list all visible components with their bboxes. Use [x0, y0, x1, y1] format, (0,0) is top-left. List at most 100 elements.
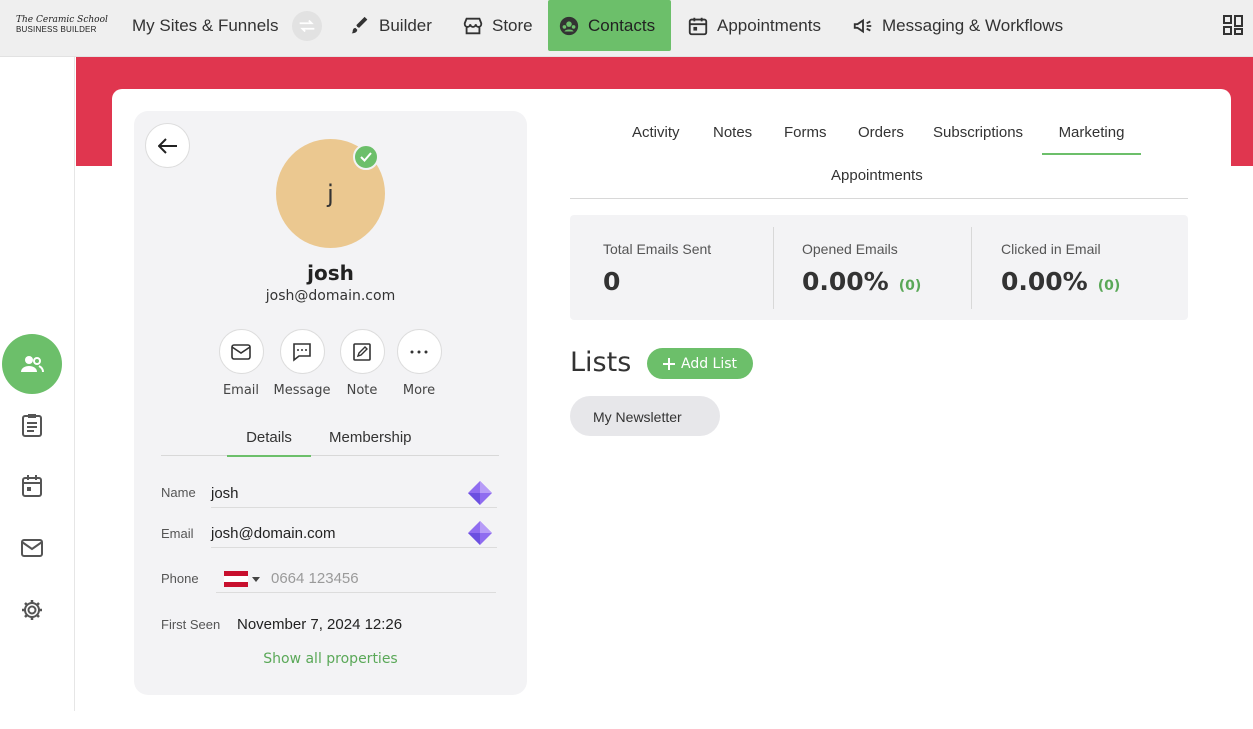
email-field[interactable]: josh@domain.com: [211, 518, 497, 548]
sidebar-item-email[interactable]: [17, 533, 47, 563]
nav-appointments[interactable]: Appointments: [677, 0, 831, 51]
note-icon: [339, 329, 385, 374]
email-field-label: Email: [161, 526, 194, 541]
action-label: Note: [346, 383, 378, 398]
details-tabs: Details Membership: [161, 419, 499, 457]
email-stats-panel: Total Emails Sent 0 Opened Emails 0.00% (…: [570, 215, 1188, 320]
email-field-value: josh@domain.com: [211, 525, 336, 542]
nav-label: My Sites & Funnels: [132, 15, 279, 35]
tab-notes[interactable]: Notes: [713, 124, 753, 141]
stat-value: 0.00%: [1001, 267, 1088, 296]
left-sidebar: [0, 57, 75, 711]
brush-icon: [351, 16, 368, 33]
stat-count: (0): [898, 278, 922, 294]
sidebar-item-forms[interactable]: [17, 410, 47, 440]
note-action-button[interactable]: Note: [332, 329, 392, 398]
stat-label: Clicked in Email: [1001, 241, 1101, 257]
nav-label: Messaging & Workflows: [882, 15, 1064, 35]
apps-grid-icon[interactable]: [1223, 15, 1243, 35]
tab-activity[interactable]: Activity: [632, 124, 680, 141]
mail-icon: [218, 329, 264, 374]
stat-label: Total Emails Sent: [603, 241, 712, 257]
top-navigation-bar: The Ceramic School BUSINESS BUILDER My S…: [0, 0, 1253, 57]
stat-value: 0.00%: [802, 267, 889, 296]
brand-logo-line2: BUSINESS BUILDER: [16, 25, 97, 34]
action-label: Message: [273, 383, 331, 398]
message-action-button[interactable]: Message: [272, 329, 332, 398]
contact-name: josh: [307, 261, 354, 285]
more-action-button[interactable]: More: [389, 329, 449, 398]
chevron-down-icon[interactable]: [252, 577, 260, 582]
phone-placeholder: 0664 123456: [271, 570, 359, 587]
first-seen-value: November 7, 2024 12:26: [237, 616, 403, 633]
nav-contacts[interactable]: Contacts: [548, 0, 671, 51]
austria-flag-icon[interactable]: [224, 571, 248, 587]
first-seen-label: First Seen: [161, 617, 221, 632]
list-chip[interactable]: My Newsletter: [570, 396, 720, 436]
add-list-button[interactable]: Add List: [647, 348, 753, 379]
tab-subscriptions[interactable]: Subscriptions: [933, 124, 1024, 141]
stat-opened-emails: Opened Emails 0.00% (0): [802, 241, 921, 296]
action-label: Email: [222, 383, 260, 398]
tab-details[interactable]: Details: [227, 429, 311, 457]
plus-icon: [662, 357, 675, 370]
contacts-icon: [559, 16, 579, 35]
sidebar-item-settings[interactable]: [17, 595, 47, 625]
nav-label: Appointments: [717, 15, 821, 35]
nav-messaging-workflows[interactable]: Messaging & Workflows: [842, 0, 1073, 51]
phone-field[interactable]: [216, 563, 496, 593]
users-icon: [21, 356, 44, 373]
action-label: More: [402, 383, 436, 398]
sidebar-item-contacts[interactable]: [2, 334, 62, 394]
swap-icon[interactable]: [292, 10, 323, 41]
nav-builder[interactable]: Builder: [339, 0, 442, 51]
brand-logo-line1: The Ceramic School: [16, 15, 108, 25]
mail-icon: [21, 539, 43, 557]
stat-value: 0: [603, 267, 621, 296]
phone-field-label: Phone: [161, 571, 199, 586]
contact-profile-panel: j josh josh@domain.com Email Message Not…: [134, 111, 527, 695]
contact-tabs: Activity Notes Forms Orders Subscription…: [570, 111, 1188, 199]
show-all-properties-link[interactable]: Show all properties: [263, 651, 398, 667]
gear-icon: [22, 600, 42, 620]
ai-gem-icon[interactable]: [467, 480, 493, 506]
sidebar-item-calendar[interactable]: [17, 471, 47, 501]
tab-forms[interactable]: Forms: [784, 124, 827, 141]
name-field-label: Name: [161, 485, 196, 500]
back-button[interactable]: [145, 123, 190, 168]
more-icon: [396, 329, 442, 374]
nav-store[interactable]: Store: [452, 0, 543, 51]
check-icon: [360, 152, 372, 162]
tab-appointments[interactable]: Appointments: [831, 167, 923, 184]
store-icon: [463, 17, 483, 34]
calendar-icon: [688, 17, 708, 35]
lists-heading: Lists: [570, 347, 632, 378]
megaphone-icon: [853, 18, 872, 33]
add-list-label: Add List: [680, 355, 738, 372]
stat-count: (0): [1097, 278, 1121, 294]
divider: [773, 227, 774, 309]
nav-label: Contacts: [588, 15, 656, 35]
arrow-left-icon: [157, 137, 177, 154]
tab-membership[interactable]: Membership: [329, 429, 412, 446]
stat-label: Opened Emails: [802, 241, 898, 257]
stat-total-emails-sent: Total Emails Sent 0: [603, 241, 711, 296]
tab-orders[interactable]: Orders: [858, 124, 904, 141]
tab-marketing[interactable]: Marketing: [1042, 124, 1141, 155]
chat-icon: [279, 329, 325, 374]
clipboard-icon: [22, 414, 42, 437]
nav-my-sites-funnels[interactable]: My Sites & Funnels: [122, 0, 332, 51]
nav-label: Builder: [379, 15, 432, 35]
divider: [971, 227, 972, 309]
nav-label: Store: [492, 15, 533, 35]
stat-clicked-in-email: Clicked in Email 0.00% (0): [1001, 241, 1120, 296]
email-action-button[interactable]: Email: [211, 329, 271, 398]
verified-badge: [353, 144, 379, 170]
brand-logo[interactable]: The Ceramic School BUSINESS BUILDER: [16, 15, 108, 35]
contact-email: josh@domain.com: [265, 288, 396, 304]
calendar-icon: [22, 475, 42, 497]
name-field[interactable]: josh: [211, 478, 497, 508]
ai-gem-icon[interactable]: [467, 520, 493, 546]
avatar-initial: j: [327, 179, 334, 208]
name-field-value: josh: [211, 485, 239, 502]
